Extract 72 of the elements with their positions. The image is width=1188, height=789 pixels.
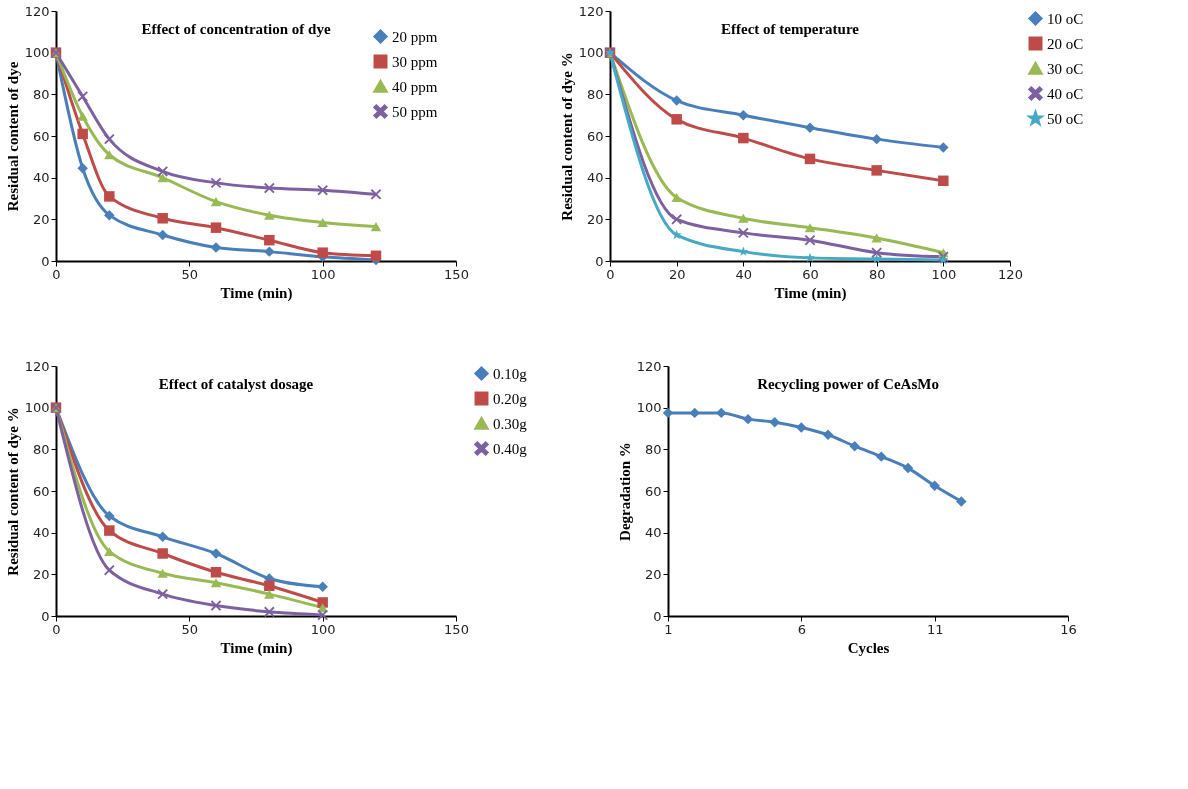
x-tick-label: 20 — [668, 266, 686, 282]
y-tick-label: 20 — [32, 211, 50, 227]
text: Effect of catalyst dosage — [158, 376, 314, 392]
y-tick-label: 80 — [32, 86, 50, 102]
x-tick-label: 80 — [868, 266, 886, 282]
y-tick-label: 80 — [32, 441, 50, 457]
y-tick-label: 0 — [653, 608, 662, 624]
x-tick-label: 60 — [802, 266, 819, 282]
x-tick-label: 40 — [735, 266, 753, 282]
y-tick-label: 120 — [578, 3, 604, 19]
y-tick-label: 100 — [636, 400, 662, 416]
y-tick-label: 120 — [24, 3, 50, 19]
legend-label: 40 oC — [1047, 85, 1084, 102]
legend-label: 0.30g — [493, 415, 528, 432]
legend-label: 40 ppm — [392, 78, 438, 95]
legend-label: 0.10g — [493, 365, 528, 382]
y-tick-label: 40 — [586, 170, 604, 186]
text: Effect of concentration of dye — [141, 21, 331, 37]
x-tick-label: 120 — [998, 266, 1023, 282]
y-axis-title: Degradation % — [616, 442, 633, 541]
legend-label: 0.40g — [493, 440, 528, 457]
y-tick-label: 60 — [32, 128, 50, 144]
x-tick-label: 0 — [606, 266, 615, 282]
legend-label: 10 oC — [1047, 10, 1084, 27]
x-tick-label: 11 — [926, 621, 944, 637]
x-tick-label: 150 — [444, 621, 469, 637]
legend-label: 20 ppm — [392, 28, 438, 45]
legend-label: 30 oC — [1047, 60, 1084, 77]
y-tick-label: 100 — [24, 45, 50, 61]
x-tick-label: 0 — [52, 266, 61, 282]
legend-label: 0.20g — [493, 390, 528, 407]
y-tick-label: 20 — [644, 566, 662, 582]
x-axis-title: Time (min) — [220, 639, 293, 657]
y-tick-label: 120 — [636, 358, 662, 374]
y-tick-label: 20 — [586, 211, 604, 227]
y-tick-label: 80 — [644, 441, 662, 457]
y-tick-label: 0 — [41, 608, 50, 624]
legend-label: 20 oC — [1047, 35, 1084, 52]
x-tick-label: 150 — [444, 266, 469, 282]
x-tick-label: 1 — [664, 621, 673, 637]
x-tick-label: 100 — [931, 266, 957, 282]
x-tick-label: 100 — [310, 621, 336, 637]
y-tick-label: 0 — [595, 253, 604, 269]
x-axis-title: Time (min) — [774, 284, 847, 302]
x-axis-title: Cycles — [847, 639, 890, 656]
y-tick-label: 40 — [32, 525, 50, 541]
y-axis-title: Residual content of dye — [4, 61, 21, 212]
y-tick-label: 100 — [24, 400, 50, 416]
x-tick-label: 50 — [181, 621, 199, 637]
legend-label: 30 ppm — [392, 53, 438, 70]
x-tick-label: 0 — [52, 621, 61, 637]
text: Effect of temperature — [721, 21, 860, 37]
x-axis-title: Time (min) — [220, 284, 293, 302]
y-tick-label: 80 — [586, 86, 604, 102]
y-axis-title: Residual content of dye % — [558, 52, 575, 221]
y-tick-label: 0 — [41, 253, 50, 269]
legend-label: 50 oC — [1047, 110, 1084, 127]
y-tick-label: 60 — [586, 128, 604, 144]
y-tick-label: 60 — [32, 483, 50, 499]
y-tick-label: 20 — [32, 566, 50, 582]
y-tick-label: 60 — [644, 483, 662, 499]
x-tick-label: 16 — [1060, 621, 1077, 637]
y-tick-label: 100 — [578, 45, 604, 61]
y-axis-title: Residual content of dye % — [4, 407, 21, 576]
y-tick-label: 120 — [24, 358, 50, 374]
text: Recycling power of CeAsMo — [757, 376, 939, 392]
y-tick-label: 40 — [644, 525, 662, 541]
x-tick-label: 6 — [797, 621, 806, 637]
y-tick-label: 40 — [32, 170, 50, 186]
x-tick-label: 50 — [181, 266, 199, 282]
legend-label: 50 ppm — [392, 103, 438, 120]
x-tick-label: 100 — [310, 266, 336, 282]
